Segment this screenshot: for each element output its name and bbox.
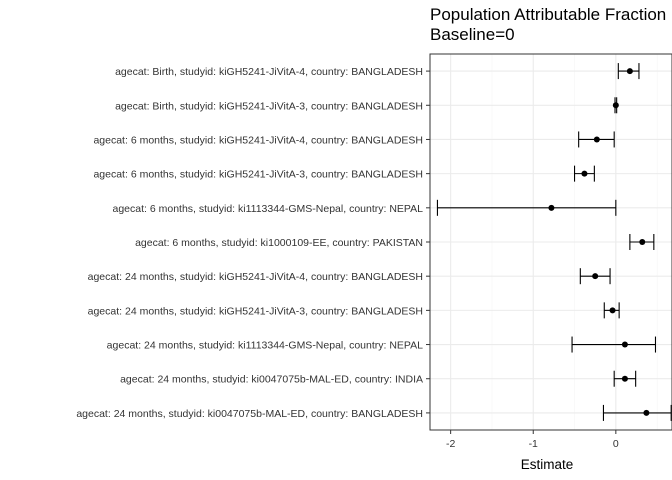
y-tick-label: agecat: Birth, studyid: kiGH5241-JiVitA-… — [115, 100, 423, 112]
plot-panel — [429, 53, 672, 431]
estimate-row-11 — [602, 404, 672, 421]
y-tick-label: agecat: 6 months, studyid: kiGH5241-JiVi… — [93, 169, 423, 181]
estimate-point — [612, 102, 619, 109]
estimate-marks — [436, 63, 672, 421]
y-axis: agecat: Birth, studyid: kiGH5241-JiVitA-… — [76, 66, 430, 420]
x-axis-label: Estimate — [521, 457, 574, 472]
estimate-point — [626, 68, 633, 75]
chart-subtitle: Baseline=0 — [430, 25, 515, 44]
y-tick-label: agecat: 24 months, studyid: kiGH5241-JiV… — [88, 271, 423, 283]
y-tick-label: agecat: 6 months, studyid: ki1000109-EE,… — [135, 237, 423, 249]
x-tick-label: -1 — [529, 438, 538, 450]
y-tick-label: agecat: 24 months, studyid: ki0047075b-M… — [76, 408, 423, 420]
estimate-point — [592, 273, 599, 280]
estimate-point — [548, 204, 555, 211]
x-tick-label: -2 — [446, 438, 455, 450]
y-tick-label: agecat: Birth, studyid: kiGH5241-JiVitA-… — [115, 66, 423, 78]
estimate-point — [593, 136, 600, 143]
estimate-row-3 — [578, 131, 615, 148]
estimate-row-6 — [629, 234, 655, 250]
y-tick-label: agecat: 24 months, studyid: ki1113344-GM… — [107, 340, 423, 352]
y-tick-label: agecat: 6 months, studyid: ki1113344-GMS… — [113, 203, 424, 215]
y-tick-label: agecat: 24 months, studyid: ki0047075b-M… — [120, 374, 423, 386]
estimate-row-10 — [613, 370, 637, 387]
x-axis: -2 -1 0 — [446, 430, 619, 450]
x-tick-label: 0 — [613, 438, 619, 450]
estimate-point — [609, 307, 616, 314]
y-tick-label: agecat: 24 months, studyid: kiGH5241-JiV… — [88, 305, 423, 317]
estimate-row-5 — [436, 199, 617, 216]
estimate-point — [639, 239, 646, 245]
estimate-row-8 — [603, 302, 620, 319]
estimate-point — [581, 170, 588, 177]
y-tick-label: agecat: 6 months, studyid: kiGH5241-JiVi… — [93, 134, 423, 146]
estimate-point — [621, 375, 628, 382]
estimate-row-9 — [571, 336, 657, 353]
estimate-row-1 — [617, 63, 640, 80]
estimate-point — [621, 341, 628, 348]
chart-title: Population Attributable Fraction — [430, 5, 666, 24]
estimate-row-4 — [573, 165, 595, 182]
estimate-row-2 — [612, 97, 619, 114]
estimate-row-7 — [579, 268, 611, 285]
estimate-point — [643, 409, 650, 416]
